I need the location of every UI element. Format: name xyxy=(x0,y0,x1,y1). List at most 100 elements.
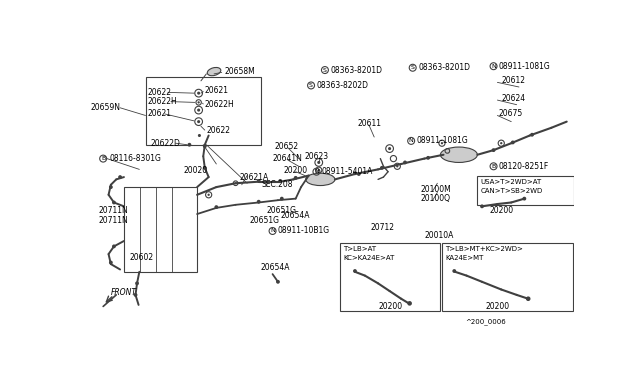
Text: ^200_0006: ^200_0006 xyxy=(465,318,506,325)
Text: FRONT: FRONT xyxy=(111,288,137,297)
Circle shape xyxy=(257,179,260,183)
Circle shape xyxy=(526,296,531,301)
Text: S: S xyxy=(309,83,313,88)
Text: 20624: 20624 xyxy=(501,94,525,103)
Text: N: N xyxy=(409,138,413,143)
Text: CAN>T>SB>2WD: CAN>T>SB>2WD xyxy=(481,188,543,194)
Text: S: S xyxy=(411,65,415,70)
Circle shape xyxy=(500,142,502,144)
Text: 08116-8301G: 08116-8301G xyxy=(109,154,161,163)
Circle shape xyxy=(118,175,122,179)
Text: 20100M: 20100M xyxy=(420,185,451,194)
Text: 20675: 20675 xyxy=(499,109,523,118)
Bar xyxy=(124,187,197,272)
Circle shape xyxy=(257,200,260,203)
Text: 20621: 20621 xyxy=(148,109,172,118)
Circle shape xyxy=(112,201,116,205)
Text: 20712: 20712 xyxy=(371,224,394,232)
Text: 20711N: 20711N xyxy=(99,216,128,225)
Ellipse shape xyxy=(440,147,477,163)
Circle shape xyxy=(198,101,200,103)
Circle shape xyxy=(317,161,320,164)
Text: B: B xyxy=(101,156,106,161)
Ellipse shape xyxy=(207,67,221,76)
Text: B: B xyxy=(492,164,495,169)
Text: 08911-1081G: 08911-1081G xyxy=(499,62,550,71)
Text: 20622H: 20622H xyxy=(148,97,177,106)
Text: T>LB>MT+KC>2WD>: T>LB>MT+KC>2WD> xyxy=(445,246,523,252)
Circle shape xyxy=(403,161,407,164)
Text: N: N xyxy=(270,228,275,234)
Ellipse shape xyxy=(306,173,335,186)
Text: USA>T>2WD>AT: USA>T>2WD>AT xyxy=(481,179,541,185)
Circle shape xyxy=(380,166,384,170)
Circle shape xyxy=(511,141,515,144)
Text: 08363-8201D: 08363-8201D xyxy=(330,65,382,74)
Circle shape xyxy=(109,185,113,189)
Circle shape xyxy=(407,301,412,306)
Text: 20622H: 20622H xyxy=(205,100,234,109)
Circle shape xyxy=(452,269,456,273)
Circle shape xyxy=(441,142,443,144)
Circle shape xyxy=(203,144,207,148)
Text: 20622D: 20622D xyxy=(151,139,180,148)
Text: 20622: 20622 xyxy=(206,126,230,135)
Circle shape xyxy=(294,176,298,180)
Circle shape xyxy=(426,156,430,160)
Text: S: S xyxy=(323,68,327,73)
Text: SEC.208: SEC.208 xyxy=(261,180,292,189)
Circle shape xyxy=(197,92,200,95)
Bar xyxy=(145,77,261,145)
Circle shape xyxy=(388,147,391,150)
Text: 20654A: 20654A xyxy=(260,263,290,272)
Text: 20621A: 20621A xyxy=(239,173,269,182)
Circle shape xyxy=(530,133,534,137)
Text: 20020: 20020 xyxy=(183,166,207,174)
Bar xyxy=(477,176,573,205)
Circle shape xyxy=(112,244,116,248)
Bar xyxy=(442,243,573,311)
Text: 08911-10B1G: 08911-10B1G xyxy=(278,227,330,235)
Circle shape xyxy=(480,205,484,208)
Text: 20200: 20200 xyxy=(378,302,402,311)
Text: 20200: 20200 xyxy=(284,166,307,174)
Circle shape xyxy=(198,134,201,137)
Circle shape xyxy=(396,165,399,167)
Text: T>LB>AT: T>LB>AT xyxy=(344,246,376,252)
Text: 20200: 20200 xyxy=(490,206,514,215)
Text: 20621: 20621 xyxy=(205,86,229,95)
Circle shape xyxy=(203,166,207,170)
Text: KC>KA24E>AT: KC>KA24E>AT xyxy=(344,255,395,261)
Text: 08911-1081G: 08911-1081G xyxy=(417,137,468,145)
Text: 20622: 20622 xyxy=(148,88,172,97)
Text: 20200: 20200 xyxy=(486,302,510,311)
Circle shape xyxy=(278,179,282,183)
Circle shape xyxy=(134,293,138,297)
Text: 20612: 20612 xyxy=(501,76,525,85)
Text: N: N xyxy=(314,169,319,174)
Text: 20010A: 20010A xyxy=(424,231,454,240)
Circle shape xyxy=(135,281,139,285)
Text: N: N xyxy=(491,64,496,69)
Text: KA24E>MT: KA24E>MT xyxy=(445,255,483,261)
Text: 08120-8251F: 08120-8251F xyxy=(499,162,549,171)
Text: 20651G: 20651G xyxy=(250,216,280,225)
Text: 20100Q: 20100Q xyxy=(420,194,451,203)
Circle shape xyxy=(214,205,218,209)
Text: 08911-5401A: 08911-5401A xyxy=(322,167,373,176)
Circle shape xyxy=(280,197,284,201)
Circle shape xyxy=(109,261,113,264)
Text: 08363-8201D: 08363-8201D xyxy=(418,63,470,72)
Circle shape xyxy=(353,171,357,175)
Circle shape xyxy=(492,148,495,152)
Circle shape xyxy=(353,269,357,273)
Text: 20641N: 20641N xyxy=(273,154,303,163)
Text: 20658M: 20658M xyxy=(224,67,255,76)
Text: 20654A: 20654A xyxy=(280,211,310,220)
Circle shape xyxy=(276,280,280,284)
Bar xyxy=(340,243,440,311)
Text: 20711N: 20711N xyxy=(99,206,128,215)
Circle shape xyxy=(197,109,200,112)
Text: 20659N: 20659N xyxy=(91,103,121,112)
Text: 20602: 20602 xyxy=(129,253,154,262)
